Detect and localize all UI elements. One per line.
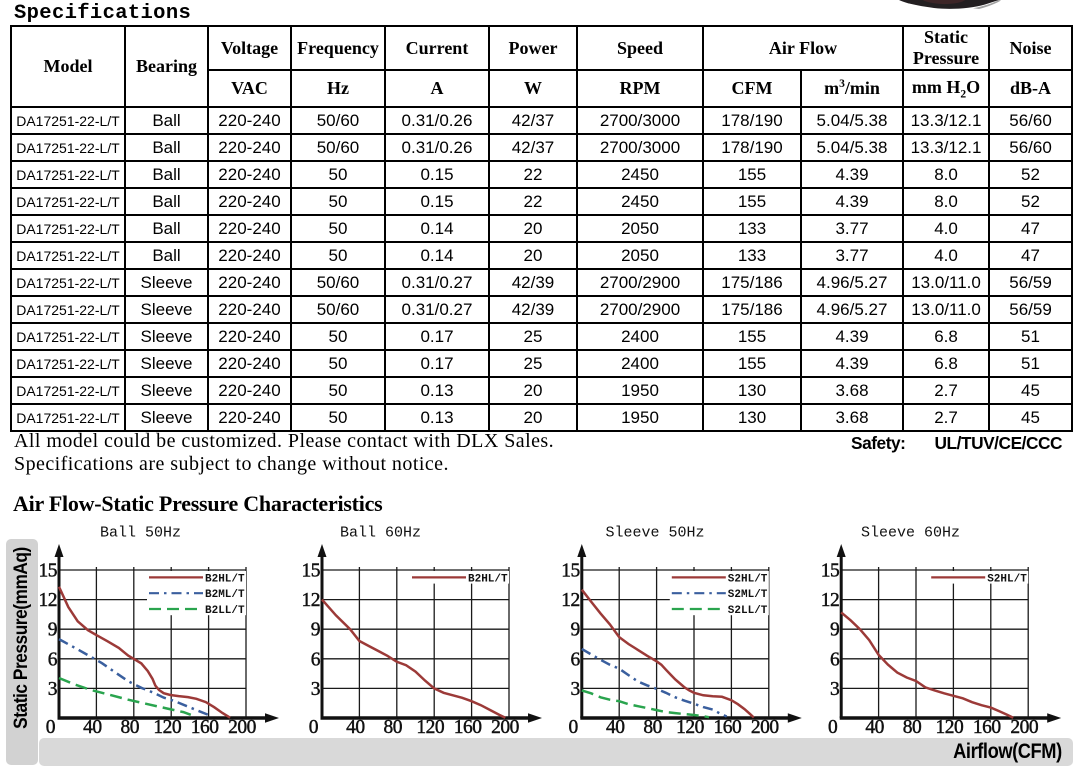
svg-text:S2HL/T: S2HL/T [987,573,1027,585]
svg-text:S2LL/T: S2LL/T [728,605,768,617]
svg-text:6: 6 [48,649,58,670]
svg-text:6: 6 [311,649,321,670]
svg-text:120: 120 [936,717,964,738]
svg-text:160: 160 [973,717,1001,738]
svg-text:B2ML/T: B2ML/T [205,589,245,601]
svg-text:0: 0 [569,717,578,738]
svg-text:200: 200 [1010,717,1038,738]
svg-text:12: 12 [39,590,58,611]
svg-text:9: 9 [311,620,320,641]
svg-text:S2HL/T: S2HL/T [728,573,768,585]
svg-text:0: 0 [828,717,837,738]
svg-text:9: 9 [571,620,580,641]
svg-text:15: 15 [561,561,580,582]
svg-text:6: 6 [830,649,840,670]
svg-text:15: 15 [302,561,321,582]
svg-text:200: 200 [751,717,779,738]
svg-text:Sleeve 50Hz: Sleeve 50Hz [605,525,704,542]
svg-text:160: 160 [191,717,219,738]
svg-text:12: 12 [302,590,321,611]
svg-text:15: 15 [821,561,840,582]
svg-text:40: 40 [83,717,102,738]
svg-text:40: 40 [606,717,625,738]
svg-text:0: 0 [309,717,318,738]
svg-text:80: 80 [903,717,922,738]
svg-text:3: 3 [571,679,580,700]
svg-text:160: 160 [714,717,742,738]
svg-text:3: 3 [830,679,839,700]
svg-text:120: 120 [416,717,444,738]
svg-text:80: 80 [643,717,662,738]
svg-text:200: 200 [228,717,256,738]
svg-text:Ball 50Hz: Ball 50Hz [100,525,181,542]
svg-text:Ball 60Hz: Ball 60Hz [340,525,421,542]
svg-text:B2HL/T: B2HL/T [205,573,245,585]
svg-text:80: 80 [384,717,403,738]
svg-text:9: 9 [48,620,57,641]
svg-text:3: 3 [48,679,57,700]
svg-text:160: 160 [454,717,482,738]
svg-text:120: 120 [153,717,181,738]
svg-text:3: 3 [311,679,320,700]
svg-text:6: 6 [571,649,581,670]
svg-text:0: 0 [46,717,55,738]
svg-text:12: 12 [561,590,580,611]
svg-text:40: 40 [346,717,365,738]
svg-text:200: 200 [491,717,519,738]
svg-text:S2ML/T: S2ML/T [728,589,768,601]
svg-text:80: 80 [121,717,140,738]
svg-text:12: 12 [821,590,840,611]
svg-text:120: 120 [676,717,704,738]
svg-text:B2LL/T: B2LL/T [205,605,245,617]
svg-text:15: 15 [39,561,58,582]
svg-text:B2HL/T: B2HL/T [468,573,508,585]
svg-text:Sleeve 60Hz: Sleeve 60Hz [861,525,960,542]
svg-text:40: 40 [865,717,884,738]
svg-text:9: 9 [830,620,839,641]
